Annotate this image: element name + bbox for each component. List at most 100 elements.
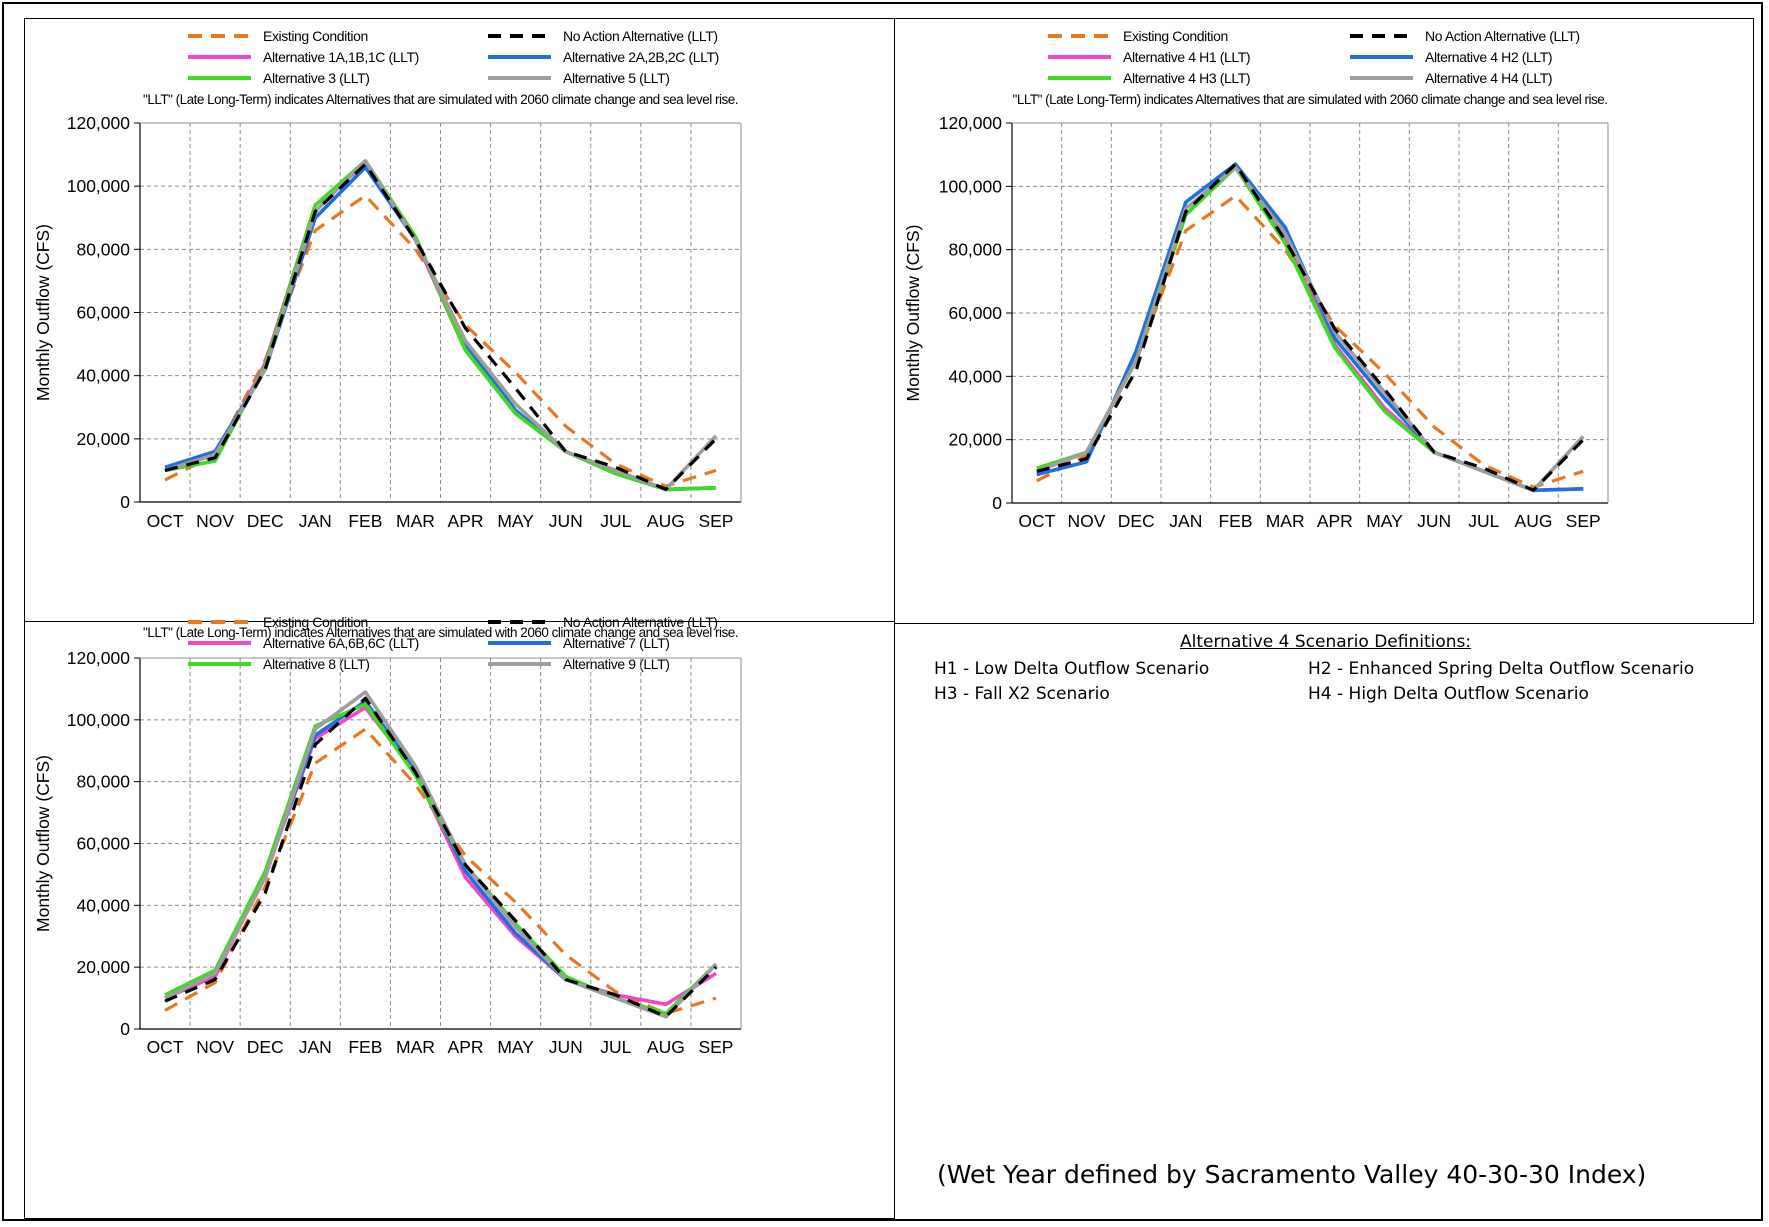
y-axis-label: Monthly Outflow (CFS): [33, 224, 53, 401]
x-tick-label: MAR: [396, 511, 435, 531]
definition-h3: H3 - Fall X2 Scenario: [934, 684, 1110, 704]
legend-label-5: Alternative 4 H3 (LLT): [1123, 70, 1250, 86]
y-tick-label: 40,000: [76, 895, 130, 915]
x-tick-label: FEB: [1218, 511, 1252, 531]
x-tick-label: JUN: [549, 511, 583, 531]
y-tick-label: 60,000: [76, 834, 130, 854]
series-lines: [1036, 162, 1585, 493]
x-tick-label: SEP: [698, 511, 733, 531]
legend-label-6: Alternative 5 (LLT): [563, 70, 670, 86]
legend-label-5: Alternative 8 (LLT): [263, 656, 370, 672]
x-tick-label: SEP: [698, 1037, 733, 1057]
y-tick-label: 120,000: [939, 113, 1003, 133]
y-axis-label: Monthly Outflow (CFS): [33, 755, 53, 932]
legend: Existing Condition No Action Alternative …: [188, 614, 718, 672]
legend-label-2: No Action Alternative (LLT): [1425, 28, 1580, 44]
x-tick-label: MAR: [396, 1037, 435, 1057]
x-tick-label: MAY: [1366, 511, 1403, 531]
y-tick-label: 120,000: [67, 648, 131, 668]
x-tick-label: AUG: [647, 511, 685, 531]
series-line-2: [1036, 162, 1585, 492]
x-tick-label: JUL: [1468, 511, 1499, 531]
x-tick-label: MAR: [1266, 511, 1305, 531]
y-tick-label: 40,000: [948, 366, 1002, 386]
y-tick-label: 100,000: [67, 176, 131, 196]
x-tick-label: NOV: [1068, 511, 1106, 531]
x-tick-label: JUN: [549, 1037, 583, 1057]
definitions-title: Alternative 4 Scenario Definitions:: [1180, 632, 1472, 652]
y-tick-label: 100,000: [939, 176, 1003, 196]
y-tick-label: 80,000: [76, 239, 130, 259]
legend: Existing Condition No Action Alternative …: [188, 28, 719, 86]
llt-note: "LLT" (Late Long-Term) indicates Alterna…: [143, 92, 738, 107]
x-tick-label: APR: [448, 1037, 484, 1057]
series-lines: [164, 690, 718, 1019]
chart-panel-1: Existing Condition No Action Alternative …: [24, 18, 895, 622]
chart-1-svg: Existing Condition No Action Alternative …: [33, 28, 742, 531]
x-tick-label: DEC: [1118, 511, 1155, 531]
x-tick-label: DEC: [247, 511, 284, 531]
chart-2-content: Existing Condition No Action Alternative …: [903, 28, 1609, 531]
x-tick-label: NOV: [196, 1037, 234, 1057]
y-tick-label: 20,000: [76, 429, 130, 449]
definition-h1: H1 - Low Delta Outflow Scenario: [934, 659, 1210, 679]
y-tick-label: 120,000: [67, 113, 131, 133]
legend-label-6: Alternative 9 (LLT): [563, 656, 670, 672]
chart-2-svg: Existing Condition No Action Alternative …: [903, 28, 1609, 531]
y-axis-label: Monthly Outflow (CFS): [903, 225, 923, 402]
legend-label-1: Existing Condition: [1123, 28, 1228, 44]
y-tick-label: 0: [120, 1019, 130, 1039]
series-line-6: [1036, 165, 1585, 493]
x-tick-label: OCT: [147, 1037, 184, 1057]
series-line-2: [164, 696, 718, 1019]
x-tick-label: DEC: [247, 1037, 284, 1057]
x-tick-label: FEB: [348, 1037, 382, 1057]
llt-note: "LLT" (Late Long-Term) indicates Alterna…: [143, 625, 738, 640]
legend-label-4: Alternative 2A,2B,2C (LLT): [563, 49, 719, 65]
chart-1-content: Existing Condition No Action Alternative …: [33, 28, 742, 531]
y-tick-label: 80,000: [948, 240, 1002, 260]
x-tick-label: FEB: [348, 511, 382, 531]
wet-year-footnote: (Wet Year defined by Sacramento Valley 4…: [937, 1160, 1647, 1189]
legend: Existing Condition No Action Alternative …: [1048, 28, 1580, 86]
x-tick-label: JUL: [600, 1037, 631, 1057]
x-tick-label: JAN: [299, 1037, 332, 1057]
x-tick-label: NOV: [196, 511, 234, 531]
series-lines: [164, 159, 718, 492]
legend-label-2: No Action Alternative (LLT): [563, 28, 718, 44]
legend-label-3: Alternative 4 H1 (LLT): [1123, 49, 1250, 65]
y-tick-label: 100,000: [67, 710, 131, 730]
legend-label-2: No Action Alternative (LLT): [563, 614, 718, 630]
legend-label-3: Alternative 6A,6B,6C (LLT): [263, 635, 419, 651]
scenario-definitions: Alternative 4 Scenario Definitions: H1 -…: [934, 632, 1734, 712]
legend-label-4: Alternative 4 H2 (LLT): [1425, 49, 1552, 65]
legend-label-3: Alternative 1A,1B,1C (LLT): [263, 49, 419, 65]
definition-h4: H4 - High Delta Outflow Scenario: [1308, 684, 1589, 704]
x-tick-label: JUN: [1417, 511, 1451, 531]
series-line-1: [164, 727, 717, 1016]
y-tick-label: 60,000: [76, 303, 130, 323]
x-tick-label: JAN: [299, 511, 332, 531]
series-line-2: [164, 162, 718, 491]
legend-label-5: Alternative 3 (LLT): [263, 70, 370, 86]
chart-panel-3: Existing Condition No Action Alternative …: [24, 614, 895, 1219]
llt-note: "LLT" (Late Long-Term) indicates Alterna…: [1013, 92, 1608, 107]
chart-panel-2: Existing Condition No Action Alternative …: [894, 18, 1754, 624]
x-tick-label: SEP: [1566, 511, 1601, 531]
x-tick-label: JAN: [1169, 511, 1202, 531]
x-tick-label: JUL: [600, 511, 631, 531]
x-tick-label: MAY: [497, 1037, 534, 1057]
x-tick-label: OCT: [1018, 511, 1055, 531]
grid: 0 20,000 40,000 60,000 80,000 100,000 120,000 O…: [67, 648, 742, 1057]
legend-label-1: Existing Condition: [263, 614, 368, 630]
y-tick-label: 0: [992, 493, 1002, 513]
y-tick-label: 80,000: [76, 772, 130, 792]
x-tick-label: MAY: [497, 511, 534, 531]
definition-h2: H2 - Enhanced Spring Delta Outflow Scena…: [1308, 659, 1695, 679]
x-tick-label: APR: [448, 511, 484, 531]
y-tick-label: 40,000: [76, 366, 130, 386]
x-tick-label: AUG: [647, 1037, 685, 1057]
y-tick-label: 60,000: [948, 303, 1002, 323]
legend-label-4: Alternative 7 (LLT): [563, 635, 670, 651]
